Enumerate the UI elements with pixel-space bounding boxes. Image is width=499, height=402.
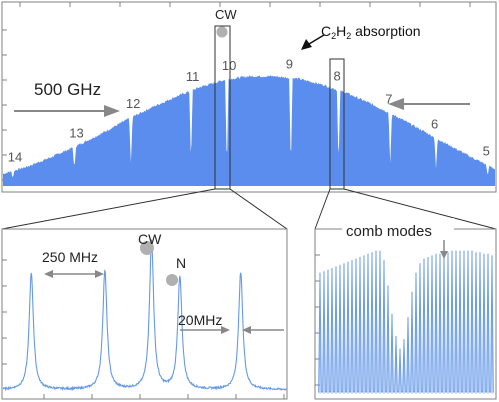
- absorption-line-label: 8: [334, 69, 341, 84]
- spacing-arrow-left-head: [44, 270, 53, 278]
- zoom-connectors: [1, 188, 497, 230]
- comb-modes-trace: [318, 250, 494, 393]
- overview-ticks: [2, 2, 471, 181]
- molecule-c: C: [321, 23, 331, 39]
- absorption-line-label: 13: [69, 125, 83, 140]
- overview-spectrum-area: [3, 75, 495, 186]
- cw-zoom-trace: [2, 239, 287, 392]
- offset-label: 20MHz: [178, 312, 222, 328]
- molecule-h: H: [336, 23, 346, 39]
- offset-arrow-left-head: [221, 326, 230, 334]
- absorption-line-label: 6: [431, 116, 438, 131]
- comb-arrow-head: [440, 251, 448, 259]
- spacing-label: 250 MHz: [42, 249, 98, 265]
- absorption-line-label: 5: [483, 144, 490, 159]
- absorption-line-label: 7: [385, 92, 392, 107]
- comb-label-bg: [342, 218, 454, 240]
- molecule-arrow-shaft: [308, 34, 325, 45]
- absorption-line-label: 11: [186, 69, 200, 84]
- comb-mode-lines: [319, 253, 493, 394]
- molecule-sub1: 2: [331, 31, 336, 41]
- molecule-arrow-head: [301, 39, 312, 50]
- cw-connector-right: [229, 188, 288, 230]
- absorption-line-label: 9: [286, 56, 293, 71]
- cw-zoom-box: [214, 25, 231, 190]
- n-peak-label: N: [176, 255, 186, 271]
- cw-connector-left: [1, 188, 216, 230]
- cw-zoom-panel: 250 MHz CW N 20MHz: [1, 228, 288, 400]
- span-label: 500 GHz: [34, 80, 101, 99]
- span-arrow-right-head: [388, 98, 404, 110]
- n-peak-marker: [166, 274, 178, 286]
- molecule-sub2: 2: [346, 31, 351, 41]
- span-arrow-left-head: [104, 105, 120, 117]
- cw-marker-dot: [216, 26, 228, 38]
- absorption-line-labels: 14 13 12 11 10 9 8 7 6 5: [8, 56, 490, 164]
- absorption-line-label: 14: [8, 149, 22, 164]
- cw-zoom-ticks: [2, 259, 285, 399]
- absorption-line-label: 10: [222, 58, 236, 73]
- molecule-label: C2H2 absorption: [321, 23, 421, 41]
- molecule-suffix: absorption: [351, 23, 420, 39]
- line8-connector-left: [314, 188, 331, 230]
- comb-modes-label: comb modes: [346, 223, 432, 240]
- cw-peak-marker: [140, 241, 154, 255]
- cw-peak-label: CW: [138, 231, 162, 247]
- offset-arrow-right-head: [242, 326, 251, 334]
- spacing-arrow-right-head: [95, 270, 104, 278]
- cw-marker-label: CW: [215, 7, 237, 22]
- comb-modes-panel: comb modes: [314, 218, 497, 400]
- line8-zoom-box: [329, 58, 345, 190]
- line8-connector-right: [343, 188, 497, 230]
- absorption-line-label: 12: [126, 96, 140, 111]
